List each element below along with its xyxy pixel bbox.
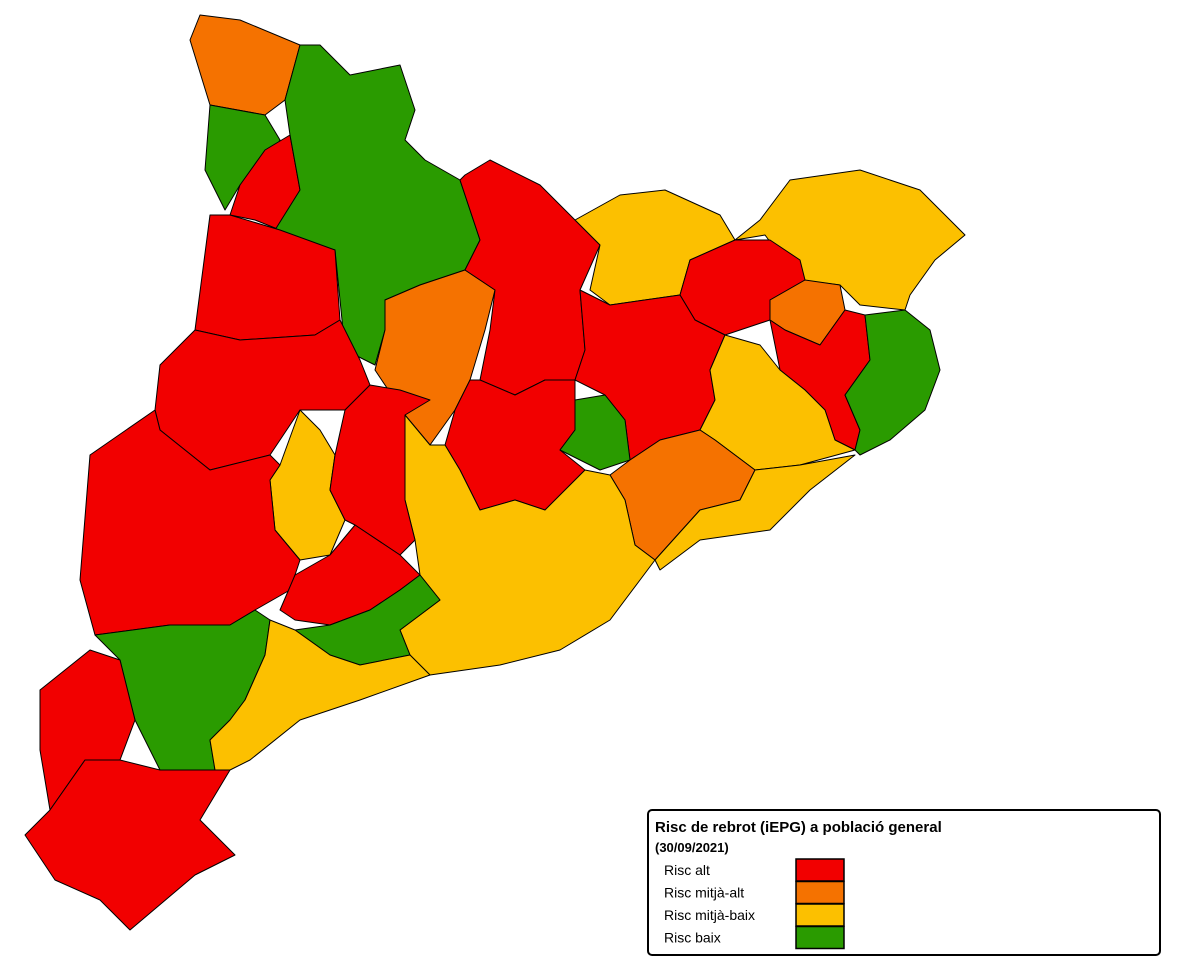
regions bbox=[24, 14, 966, 931]
legend-label: Risc mitjà-alt bbox=[664, 885, 744, 901]
region bbox=[559, 394, 631, 471]
region bbox=[699, 334, 856, 471]
legend-swatch bbox=[795, 858, 845, 882]
region bbox=[329, 384, 431, 556]
legend-label: Risc baix bbox=[664, 930, 721, 946]
region bbox=[209, 619, 431, 771]
legend-title: Risc de rebrot (iEPG) a població general bbox=[655, 819, 942, 836]
legend-swatch bbox=[795, 903, 845, 927]
legend-swatch bbox=[795, 925, 845, 950]
region bbox=[844, 309, 941, 456]
legend-box bbox=[647, 809, 1161, 956]
region bbox=[654, 454, 856, 571]
legend-swatch bbox=[795, 880, 845, 905]
region bbox=[24, 759, 236, 931]
region bbox=[189, 14, 301, 116]
legend-subtitle: (30/09/2021) bbox=[655, 840, 729, 855]
region bbox=[459, 159, 601, 396]
legend: Risc de rebrot (iEPG) a població general… bbox=[647, 809, 1161, 956]
legend-label: Risc mitjà-baix bbox=[664, 907, 755, 923]
legend-label: Risc alt bbox=[664, 862, 710, 878]
